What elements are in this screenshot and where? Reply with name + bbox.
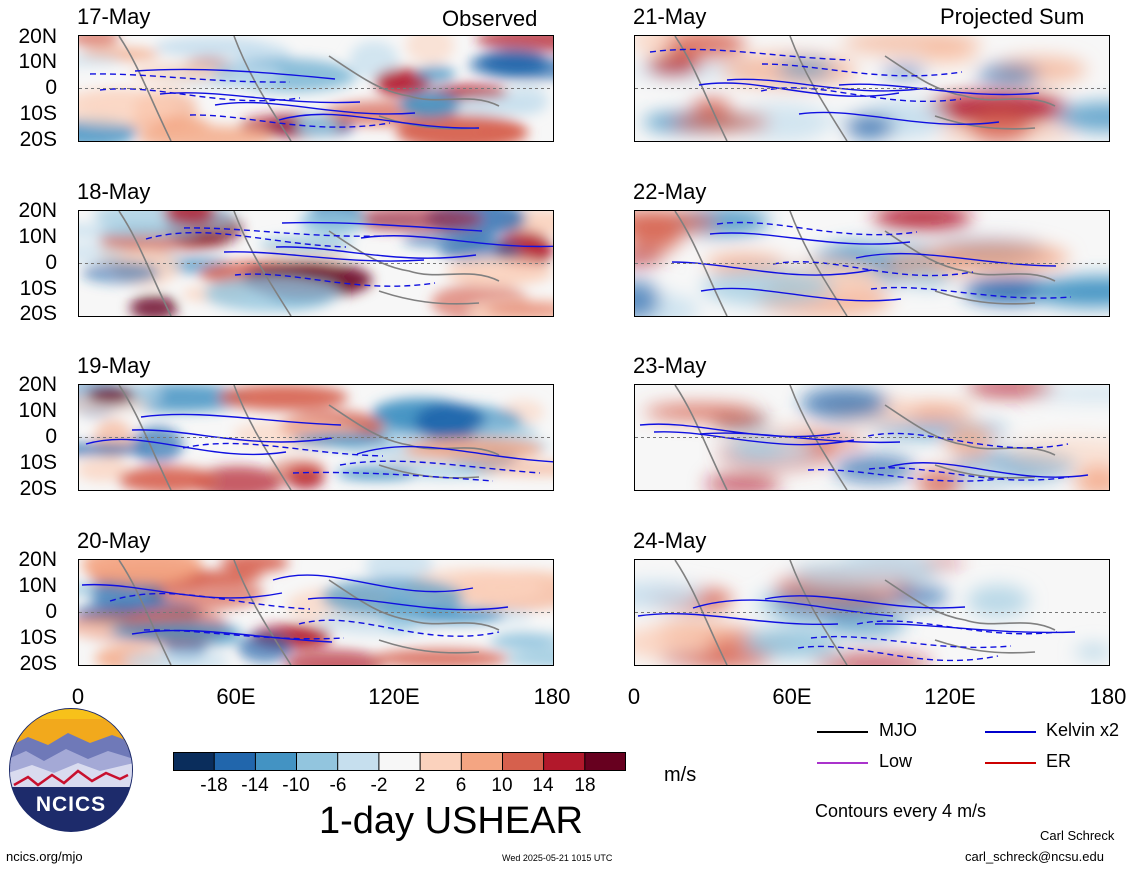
lon-label: 0 bbox=[627, 684, 641, 709]
ncics-logo: NCICS bbox=[8, 707, 134, 833]
map-panel-projected-1 bbox=[634, 35, 1110, 142]
lon-label: 60E bbox=[772, 684, 812, 709]
date-label-left-4: 20-May bbox=[77, 528, 151, 553]
logo-text: NCICS bbox=[36, 793, 106, 816]
legend-swatch-kelvin bbox=[985, 731, 1036, 733]
lat-label: 20N bbox=[18, 548, 57, 571]
colorbar-bin bbox=[461, 752, 503, 771]
colorbar-bin bbox=[255, 752, 297, 771]
legend-label-kelvin: Kelvin x2 bbox=[1046, 720, 1120, 740]
lat-label: 20N bbox=[18, 199, 57, 222]
lat-label: 20S bbox=[19, 652, 57, 675]
date-label-left-2: 18-May bbox=[77, 179, 151, 204]
figure-title: 1-day USHEAR bbox=[319, 800, 583, 842]
lat-label: 0 bbox=[45, 76, 57, 99]
colorbar-tick: 2 bbox=[414, 775, 426, 796]
lat-label: 10N bbox=[18, 399, 57, 422]
colorbar-bin bbox=[502, 752, 544, 771]
colorbar-bin bbox=[296, 752, 338, 771]
colorbar-tick: 10 bbox=[491, 775, 513, 796]
colorbar-tick: -6 bbox=[329, 775, 347, 796]
lon-label: 0 bbox=[71, 684, 85, 709]
legend-label-er: ER bbox=[1046, 751, 1072, 771]
lon-label: 120E bbox=[924, 684, 976, 709]
legend-swatch-mjo bbox=[817, 731, 868, 733]
colorbar-bin bbox=[543, 752, 585, 771]
date-label-right-4: 24-May bbox=[633, 528, 707, 553]
colorbar-bin bbox=[378, 752, 421, 771]
lat-label: 10S bbox=[19, 626, 57, 649]
date-label-right-3: 23-May bbox=[633, 353, 707, 378]
colorbar-bin bbox=[173, 752, 215, 771]
map-panel-observed-2 bbox=[78, 210, 554, 317]
colorbar-bin bbox=[214, 752, 256, 771]
map-panel-projected-2 bbox=[634, 210, 1110, 317]
colorbar-tick: -2 bbox=[370, 775, 388, 796]
colorbar-bin bbox=[337, 752, 379, 771]
observed-label: Observed bbox=[442, 6, 538, 31]
lat-label: 20N bbox=[18, 373, 57, 396]
colorbar-tick: 6 bbox=[455, 775, 467, 796]
footer-email[interactable]: carl_schreck@ncsu.edu bbox=[965, 849, 1104, 864]
date-label-right-1: 21-May bbox=[633, 4, 707, 29]
date-label-left-3: 19-May bbox=[77, 353, 151, 378]
colorbar-bin bbox=[420, 752, 462, 771]
lat-label: 0 bbox=[45, 251, 57, 274]
lat-label: 10N bbox=[18, 225, 57, 248]
lat-label: 20S bbox=[19, 302, 57, 325]
date-label-right-2: 22-May bbox=[633, 179, 707, 204]
colorbar-units: m/s bbox=[664, 764, 697, 786]
map-panel-projected-4 bbox=[634, 559, 1110, 666]
legend-label-low: Low bbox=[879, 751, 913, 771]
colorbar-tick: -14 bbox=[241, 775, 269, 796]
map-panel-observed-3 bbox=[78, 384, 554, 491]
lon-label: 120E bbox=[368, 684, 420, 709]
lon-label: 180 bbox=[533, 684, 571, 709]
lat-label: 0 bbox=[45, 600, 57, 623]
legend-swatch-er bbox=[985, 762, 1036, 764]
colorbar bbox=[173, 752, 626, 771]
date-label-left-1: 17-May bbox=[77, 4, 151, 29]
colorbar-tick: -10 bbox=[282, 775, 310, 796]
lon-label: 60E bbox=[216, 684, 256, 709]
colorbar-tick: 14 bbox=[532, 775, 554, 796]
map-panel-observed-1 bbox=[78, 35, 554, 142]
lon-label: 180 bbox=[1089, 684, 1127, 709]
footer-author: Carl Schreck bbox=[1040, 828, 1115, 843]
footer-url[interactable]: ncics.org/mjo bbox=[6, 849, 83, 864]
colorbar-tick: -18 bbox=[200, 775, 228, 796]
legend-label-mjo: MJO bbox=[879, 720, 917, 740]
colorbar-tick: 18 bbox=[574, 775, 596, 796]
lat-label: 10S bbox=[19, 102, 57, 125]
lat-label: 10S bbox=[19, 277, 57, 300]
lat-label: 10S bbox=[19, 451, 57, 474]
lat-label: 20S bbox=[19, 128, 57, 151]
lat-label: 10N bbox=[18, 50, 57, 73]
map-panel-observed-4 bbox=[78, 559, 554, 666]
lat-label: 20S bbox=[19, 477, 57, 500]
lat-label: 20N bbox=[18, 25, 57, 48]
lat-label: 0 bbox=[45, 425, 57, 448]
map-panel-projected-3 bbox=[634, 384, 1110, 491]
footer-timestamp: Wed 2025-05-21 1015 UTC bbox=[502, 853, 613, 863]
projected-label: Projected Sum bbox=[940, 4, 1085, 29]
colorbar-bin bbox=[584, 752, 626, 771]
lat-label: 10N bbox=[18, 574, 57, 597]
legend-swatch-low bbox=[817, 762, 868, 764]
contour-note: Contours every 4 m/s bbox=[815, 801, 987, 821]
